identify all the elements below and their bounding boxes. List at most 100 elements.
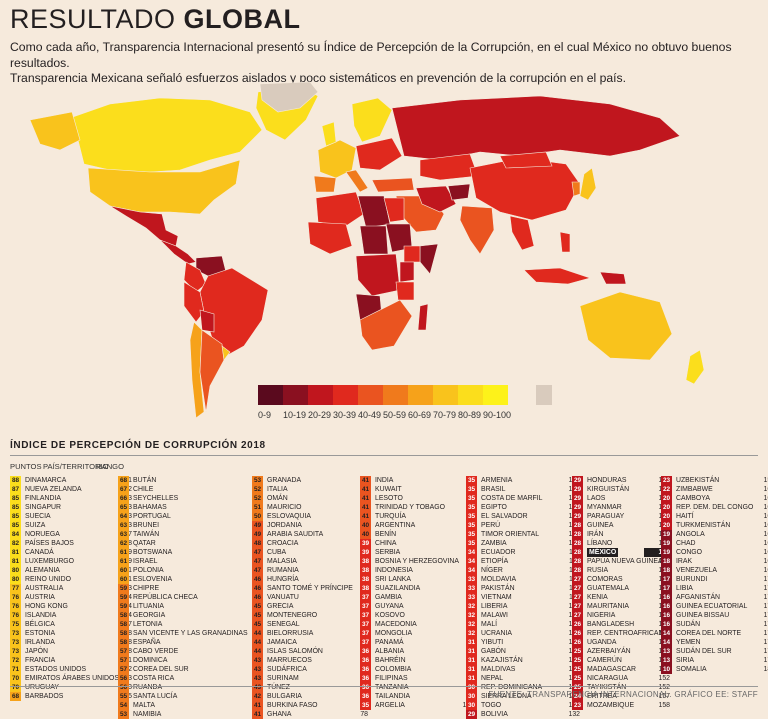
- table-row: 19 ANGOLA 165: [661, 530, 768, 539]
- score-badge: 41: [360, 485, 371, 494]
- country-name: LITUANIA: [133, 603, 165, 610]
- table-row: 37MACEDONIA93: [360, 620, 478, 629]
- country-rank: 172: [763, 621, 768, 628]
- score-badge: 80: [10, 566, 21, 575]
- country-name: SUDÁFRICA: [267, 666, 307, 673]
- country-name: PORTUGAL: [133, 513, 171, 520]
- country-name: ALBANIA: [375, 648, 405, 655]
- map-scandinavia: [351, 97, 393, 143]
- country-name: POLONIA: [133, 567, 164, 574]
- country-name: GEORGIA: [133, 612, 166, 619]
- country-name: MACEDONIA: [375, 621, 417, 628]
- country-name: COMORAS: [587, 576, 623, 583]
- map-north-africa: [315, 191, 365, 227]
- score-badge: 56: [118, 674, 129, 683]
- country-name: MYANMAR: [587, 504, 622, 511]
- country-name: SUAZILANDIA: [375, 585, 421, 592]
- table-row: 29LAOS132: [572, 494, 674, 503]
- country-name: MALÍ: [481, 621, 498, 628]
- country-name: YEMEN: [676, 639, 701, 646]
- legend-swatch: [333, 385, 358, 405]
- table-row: 16 GUINEA BISSAU 172: [661, 611, 768, 620]
- table-row: 26UGANDA149: [572, 638, 674, 647]
- table-row: 35ARGELIA105: [360, 701, 478, 710]
- table-row: 17 BURUNDI 170: [661, 575, 768, 584]
- country-name: LETONIA: [133, 621, 163, 628]
- table-row: 16 AFGANISTÁN 172: [661, 593, 768, 602]
- score-badge: 37: [360, 629, 371, 638]
- table-row: 29 BOLIVIA 132: [466, 710, 584, 719]
- map-alaska: [29, 111, 81, 151]
- score-badge: 34: [466, 566, 477, 575]
- country-rank: 157: [658, 693, 671, 700]
- table-row: 29KIRGUISTÁN132: [572, 485, 674, 494]
- score-badge: 59: [118, 602, 129, 611]
- score-badge: 14: [661, 638, 672, 647]
- country-name: ISLAS SALOMÓN: [267, 648, 323, 655]
- table-row: 60POLONIA36: [118, 566, 266, 575]
- map-papua: [599, 271, 627, 285]
- score-badge: 35: [466, 521, 477, 530]
- country-name: HONG KONG: [25, 603, 68, 610]
- map-australia: [579, 291, 673, 361]
- table-row: 46HUNGRÍA64: [252, 575, 372, 584]
- country-rank: 161: [763, 513, 768, 520]
- country-name: SOMALIA: [676, 666, 707, 673]
- legend-label: 40-49: [358, 410, 382, 420]
- score-badge: 68: [10, 692, 21, 701]
- country-name: UZBEKISTÁN: [676, 477, 720, 484]
- country-name: HAITÍ: [676, 513, 694, 520]
- table-row: 59LITUANIA38: [118, 602, 266, 611]
- score-badge: 27: [572, 593, 583, 602]
- map-southern-africa: [359, 299, 413, 351]
- country-rank: 152: [658, 684, 671, 691]
- country-name: NICARAGUA: [587, 675, 628, 682]
- legend-swatch: [383, 385, 408, 405]
- country-name: REP. DOMINICANA: [481, 684, 543, 691]
- score-badge: 71: [10, 665, 21, 674]
- country-rank: 9: [128, 549, 132, 556]
- table-row: 31KAZAJISTÁN124: [466, 656, 584, 665]
- map-east-europe: [355, 137, 403, 171]
- score-badge: 33: [466, 575, 477, 584]
- country-rank: 152: [658, 675, 671, 682]
- table-row: 38INDONESIA89: [360, 566, 478, 575]
- country-name: URUGUAY: [25, 684, 59, 691]
- country-name: COREA DEL SUR: [133, 666, 189, 673]
- country-name: FINLANDIA: [25, 495, 61, 502]
- table-row: 28RUSIA138: [572, 566, 674, 575]
- table-row: 45GRECIA67: [252, 602, 372, 611]
- country-name: SIERRA LEONA: [481, 693, 532, 700]
- country-name: ERITREA: [587, 693, 617, 700]
- table-row: 27NIGERIA144: [572, 611, 674, 620]
- country-name: BUTÁN: [133, 477, 157, 484]
- country-name: KIRGUISTÁN: [587, 486, 630, 493]
- country-name: GAMBIA: [375, 594, 402, 601]
- score-badge: 58: [118, 638, 129, 647]
- country-name: BARBADOS: [25, 693, 64, 700]
- country-rank: 3: [128, 513, 132, 520]
- score-badge: 38: [360, 566, 371, 575]
- score-badge: 18: [661, 557, 672, 566]
- table-row: 35ARMENIA105: [466, 476, 584, 485]
- country-name: ANGOLA: [676, 531, 705, 538]
- table-row: 61ISRAEL34: [118, 557, 266, 566]
- table-rule-bottom: [10, 686, 758, 687]
- country-rank: 168: [763, 567, 768, 574]
- score-badge: 52: [252, 494, 263, 503]
- table-row: 27GUATEMALA144: [572, 584, 674, 593]
- score-badge: 53: [118, 710, 129, 719]
- score-badge: 85: [10, 503, 21, 512]
- country-name: MAURITANIA: [587, 603, 629, 610]
- country-name: AFGANISTÁN: [676, 594, 721, 601]
- score-badge: 20: [661, 512, 672, 521]
- score-badge: 13: [661, 656, 672, 665]
- country-name: TURKMENISTÁN: [676, 522, 731, 529]
- legend-label: 10-19: [283, 410, 307, 420]
- country-name: BRUNEI: [133, 522, 160, 529]
- country-name: MADAGASCAR: [587, 666, 637, 673]
- score-badge: 41: [360, 503, 371, 512]
- score-badge: 22: [661, 485, 672, 494]
